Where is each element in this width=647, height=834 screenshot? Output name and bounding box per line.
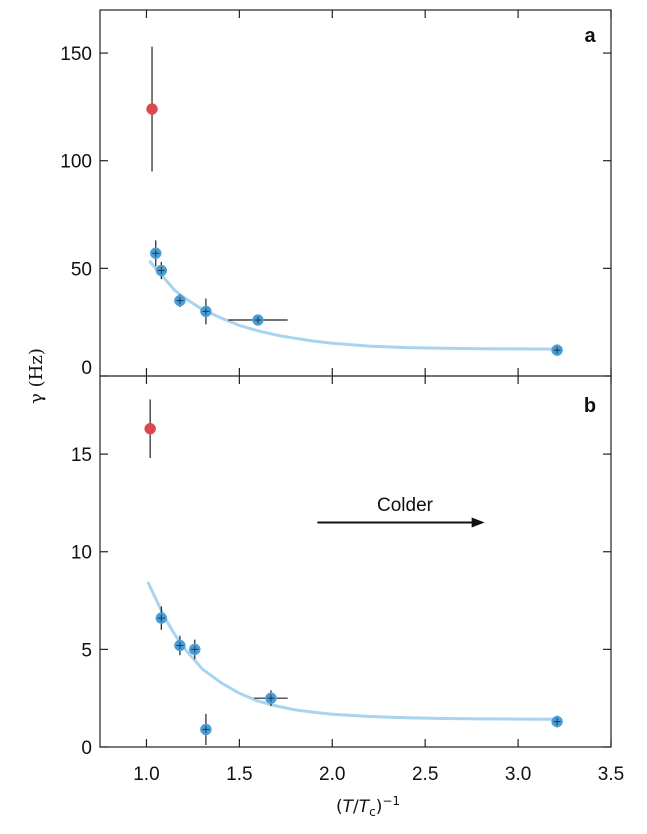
x-tick-label: 2.0 <box>319 764 345 785</box>
red-data-point <box>144 422 156 435</box>
panel-b-label: b <box>584 395 596 417</box>
fit-curve <box>146 581 559 721</box>
y-tick-label: 150 <box>60 44 92 65</box>
y-tick-label: 15 <box>71 445 92 466</box>
panel-a-marks: 0 50 100 150 <box>60 10 612 379</box>
y-axis-title: γ (Hz) <box>26 348 47 404</box>
y-tick-label: 50 <box>71 259 92 280</box>
y-tick-label: 0 <box>81 358 92 379</box>
colder-annotation: Colder <box>377 495 434 516</box>
panel-b-marks: 0 5 10 15 1.0 1.5 2.0 2.5 3.0 3.5 <box>71 376 624 785</box>
y-tick-label: 0 <box>81 738 92 759</box>
x-tick-label: 2.5 <box>412 764 438 785</box>
y-tick-label: 10 <box>71 543 92 564</box>
x-axis-title: (T/Tc)−1 <box>336 794 400 819</box>
x-tick-label: 1.5 <box>226 764 252 785</box>
x-tick-label: 3.0 <box>505 764 531 785</box>
y-tick-label: 5 <box>81 640 92 661</box>
panel-a-label: a <box>584 25 596 47</box>
y-tick-label: 100 <box>60 152 92 173</box>
x-tick-label: 3.5 <box>598 764 624 785</box>
red-data-point <box>146 103 158 115</box>
colder-arrow-head <box>471 517 485 528</box>
x-tick-label: 1.0 <box>133 764 159 785</box>
fit-curve <box>148 260 559 351</box>
